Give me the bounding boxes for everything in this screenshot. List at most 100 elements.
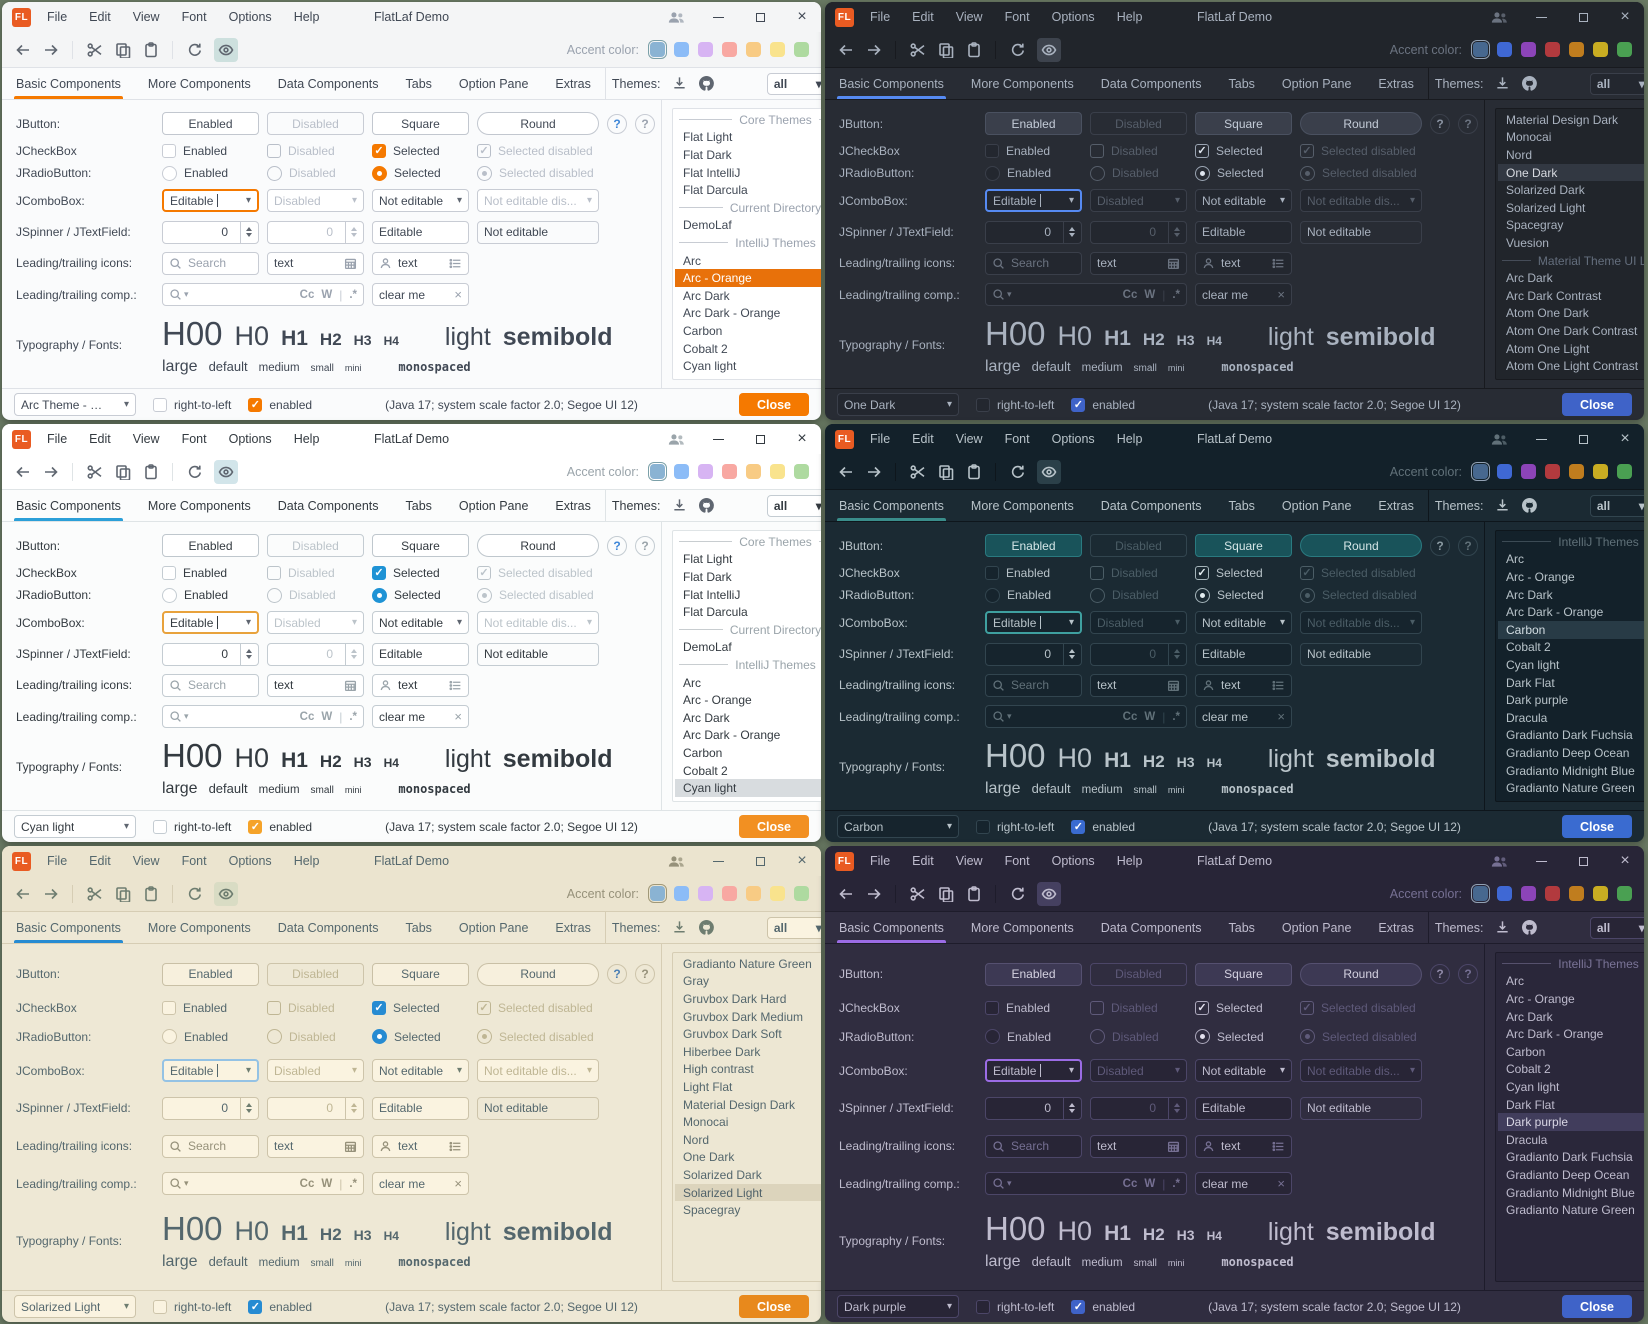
- chevron-down-icon[interactable]: ▾: [1007, 1178, 1012, 1189]
- combobox-editable[interactable]: Editable ▾: [985, 611, 1082, 635]
- checkbox-enabled[interactable]: [985, 1000, 999, 1015]
- checkbox-disabled[interactable]: [267, 565, 281, 580]
- clear-me-field[interactable]: clear me ×: [1195, 705, 1292, 729]
- disabled-button[interactable]: Disabled: [267, 534, 364, 558]
- theme-list-item[interactable]: Solarized Light: [675, 1183, 821, 1202]
- accent-swatch[interactable]: [1470, 883, 1491, 904]
- tab-tabs[interactable]: Tabs: [1228, 920, 1255, 935]
- forward-icon[interactable]: [42, 885, 59, 902]
- accent-swatch[interactable]: [1593, 886, 1608, 901]
- theme-list-item[interactable]: Gradianto Nature Green: [1506, 1203, 1635, 1218]
- tab-option-pane[interactable]: Option Pane: [458, 76, 529, 91]
- checkbox-selected-disabled[interactable]: [1300, 565, 1314, 580]
- themes-filter-combo[interactable]: all ▾: [1589, 916, 1644, 939]
- menu-edit[interactable]: Edit: [89, 854, 111, 868]
- spinner-arrows-icon[interactable]: [240, 221, 252, 243]
- refresh-icon[interactable]: [1009, 885, 1026, 902]
- textfield-editable[interactable]: Editable: [372, 1096, 469, 1120]
- theme-list-item[interactable]: Solarized Light: [1506, 200, 1586, 215]
- radio-selected-disabled[interactable]: [1300, 165, 1315, 181]
- radio-selected-disabled[interactable]: [1300, 1029, 1315, 1045]
- accent-swatch[interactable]: [1497, 886, 1512, 901]
- radio-disabled[interactable]: [1090, 165, 1105, 181]
- accent-swatch[interactable]: [1521, 886, 1536, 901]
- theme-list-item[interactable]: Flat Dark: [683, 147, 732, 162]
- menu-options[interactable]: Options: [1051, 432, 1095, 446]
- square-button[interactable]: Square: [372, 112, 469, 136]
- clear-icon[interactable]: ×: [1277, 1176, 1285, 1192]
- window-close-button[interactable]: ×: [1620, 8, 1630, 25]
- theme-list-item[interactable]: Atom One Light Contrast: [1506, 359, 1639, 374]
- whole-word-icon[interactable]: W: [321, 710, 333, 723]
- text-field-user-list[interactable]: text: [1195, 1134, 1292, 1158]
- radio-selected[interactable]: [1195, 587, 1210, 603]
- enabled-button[interactable]: Enabled: [985, 112, 1082, 136]
- enabled-button[interactable]: Enabled: [985, 534, 1082, 558]
- theme-list-item[interactable]: Cobalt 2: [1506, 1062, 1551, 1077]
- theme-list-item[interactable]: Spacegray: [1506, 218, 1564, 233]
- disabled-button[interactable]: Disabled: [1090, 534, 1187, 558]
- menu-options[interactable]: Options: [228, 10, 272, 24]
- help-icon[interactable]: ?: [1458, 535, 1478, 556]
- show-hidden-eye-toggle[interactable]: [214, 37, 238, 62]
- clear-me-field[interactable]: clear me ×: [1195, 1172, 1292, 1196]
- accent-swatch[interactable]: [746, 886, 761, 901]
- accent-swatch[interactable]: [1521, 464, 1536, 479]
- tab-basic-components[interactable]: Basic Components: [837, 68, 946, 99]
- minimize-button[interactable]: [1532, 8, 1550, 26]
- theme-list-item[interactable]: Arc Dark - Orange: [683, 728, 781, 743]
- combobox-disabled[interactable]: Disabled ▾: [267, 1059, 364, 1083]
- menu-view[interactable]: View: [132, 10, 160, 24]
- spinner-arrows-icon[interactable]: [240, 1097, 252, 1119]
- textfield-not-editable[interactable]: Not editable: [1300, 220, 1422, 244]
- github-icon[interactable]: [698, 919, 715, 936]
- menu-edit[interactable]: Edit: [89, 432, 111, 446]
- search-field[interactable]: Search: [985, 673, 1082, 697]
- theme-list-item[interactable]: Atom One Dark Contrast: [1506, 323, 1638, 338]
- themes-filter-combo[interactable]: all ▾: [766, 916, 821, 939]
- checkbox-selected-disabled[interactable]: [1300, 1000, 1314, 1015]
- clear-me-field[interactable]: clear me ×: [1195, 283, 1292, 307]
- help-icon[interactable]: ?: [607, 113, 627, 134]
- spinner-arrows-icon[interactable]: [1063, 221, 1075, 243]
- whole-word-icon[interactable]: W: [321, 288, 333, 301]
- enabled-checkbox[interactable]: [1071, 397, 1086, 412]
- back-icon[interactable]: [837, 463, 854, 480]
- menu-help[interactable]: Help: [1116, 432, 1143, 446]
- search-field-with-options[interactable]: ▾ Cc W | .*: [162, 705, 364, 729]
- theme-list-item[interactable]: Arc Dark: [683, 288, 730, 303]
- theme-list-item[interactable]: Gradianto Midnight Blue: [1506, 763, 1635, 778]
- accent-swatch[interactable]: [794, 464, 809, 479]
- combobox-not-editable-disabled[interactable]: Not editable dis... ▾: [477, 1059, 599, 1083]
- tab-option-pane[interactable]: Option Pane: [458, 498, 529, 513]
- theme-switcher-combo[interactable]: Dark purple ▾: [837, 1295, 959, 1318]
- help-icon[interactable]: ?: [635, 535, 655, 556]
- spinner-arrows-icon[interactable]: [1063, 643, 1075, 665]
- radio-enabled[interactable]: [985, 165, 1000, 181]
- maximize-button[interactable]: [1574, 8, 1592, 26]
- accent-swatch[interactable]: [746, 464, 761, 479]
- radio-enabled[interactable]: [985, 1029, 1000, 1045]
- theme-switcher-combo[interactable]: Solarized Light ▾: [14, 1295, 136, 1318]
- radio-selected[interactable]: [372, 165, 387, 181]
- tab-extras[interactable]: Extras: [555, 76, 591, 91]
- menu-font[interactable]: Font: [181, 854, 207, 868]
- calendar-icon[interactable]: [344, 1140, 357, 1153]
- spinner-disabled[interactable]: 0: [1090, 642, 1187, 666]
- github-icon[interactable]: [698, 497, 715, 514]
- download-icon[interactable]: [671, 919, 688, 936]
- accent-swatch[interactable]: [722, 886, 737, 901]
- tab-more-components[interactable]: More Components: [970, 76, 1074, 91]
- help-icon[interactable]: ?: [1430, 535, 1450, 556]
- theme-list-item[interactable]: Flat Dark: [683, 569, 732, 584]
- enabled-checkbox[interactable]: [1071, 819, 1086, 834]
- search-field-with-options[interactable]: ▾ Cc W | .*: [162, 1172, 364, 1196]
- menu-view[interactable]: View: [955, 10, 983, 24]
- radio-enabled[interactable]: [162, 587, 177, 603]
- regex-icon[interactable]: .*: [349, 288, 357, 301]
- themes-filter-combo[interactable]: all ▾: [766, 72, 821, 95]
- menu-font[interactable]: Font: [1004, 10, 1030, 24]
- accent-swatch[interactable]: [1470, 39, 1491, 60]
- tab-data-components[interactable]: Data Components: [277, 498, 379, 513]
- enabled-button[interactable]: Enabled: [162, 112, 259, 136]
